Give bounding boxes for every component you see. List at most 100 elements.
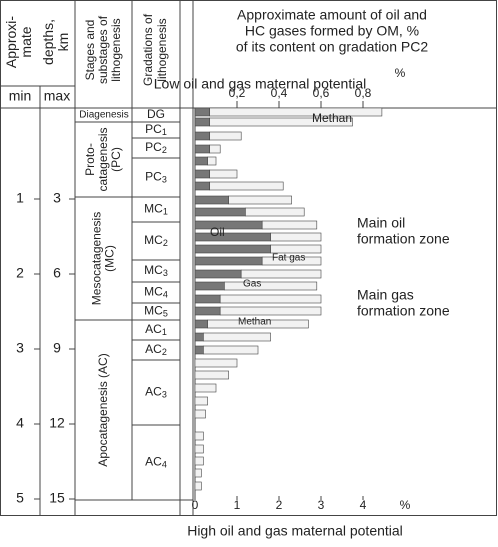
- top-tick-label: 0,6: [313, 86, 330, 100]
- gradation-label: DG: [147, 107, 165, 121]
- gas-bar: [194, 444, 204, 454]
- oil-bar: [194, 345, 204, 355]
- stage-label: Mesocatagenesis: [90, 212, 104, 305]
- oil-bar: [194, 244, 271, 254]
- top-axis-label: Low oil and gas maternal potential: [154, 76, 366, 92]
- stage-label: catagenesis: [96, 127, 110, 191]
- gas-bar: [207, 156, 217, 166]
- bottom-unit: %: [400, 498, 411, 512]
- annotation: Oil: [210, 225, 225, 239]
- depth-min-label: 2: [16, 265, 24, 281]
- gas-bar: [209, 117, 353, 127]
- gradation-label: MC2: [144, 233, 168, 248]
- oil-bar: [194, 156, 208, 166]
- gradation-label: AC3: [145, 385, 167, 400]
- oil-bar: [194, 306, 221, 316]
- min-header: min: [9, 88, 32, 104]
- gradation-label: PC3: [145, 170, 167, 185]
- bottom-tick-label: 1: [234, 498, 241, 512]
- stage-label: (MC): [103, 245, 117, 272]
- bottom-tick-label: 3: [318, 498, 325, 512]
- gradation-name: MC: [144, 233, 163, 247]
- gradation-index: 5: [163, 309, 168, 319]
- depth-header: km: [55, 33, 71, 52]
- stages-header: Stages and: [83, 20, 97, 81]
- annotation: Fat gas: [272, 253, 305, 264]
- gradation-name: MC: [144, 304, 163, 318]
- depth-min-label: 4: [16, 415, 24, 431]
- gas-bar: [194, 409, 206, 419]
- gradation-index: 1: [162, 127, 167, 137]
- oil-bar: [194, 332, 204, 342]
- gradation-index: 1: [163, 207, 168, 217]
- oil-bar: [194, 294, 221, 304]
- depth-max-label: 9: [53, 340, 61, 356]
- gradation-index: 4: [162, 460, 167, 470]
- zone-label: formation zone: [357, 231, 450, 247]
- top-tick-label: 0,2: [229, 86, 246, 100]
- depth-header: Approxi-: [3, 16, 19, 68]
- zone-label: formation zone: [357, 303, 450, 319]
- gradation-label: AC2: [145, 342, 167, 357]
- depth-max-label: 6: [53, 265, 61, 281]
- gas-bar: [194, 456, 204, 466]
- gas-bar: [203, 345, 259, 355]
- bottom-tick-label: 0: [192, 498, 199, 512]
- gas-bar: [194, 383, 217, 393]
- stages-header: lithogenesis: [109, 18, 123, 81]
- bottom-tick-label: 2: [276, 498, 283, 512]
- gas-bar: [203, 332, 271, 342]
- gradation-name: MC: [144, 202, 163, 216]
- gas-bar: [270, 232, 322, 242]
- gas-bar: [224, 281, 318, 291]
- gradation-index: 2: [162, 145, 167, 155]
- oil-bar: [194, 319, 208, 329]
- oil-bar: [194, 256, 263, 266]
- gas-bar: [261, 220, 318, 230]
- gradation-label: PC2: [145, 140, 167, 155]
- bottom-axis-label: High oil and gas maternal potential: [187, 523, 403, 539]
- depth-max-label: 3: [53, 190, 61, 206]
- gradation-label: AC1: [145, 322, 167, 337]
- oil-bar: [194, 269, 242, 279]
- gas-bar: [194, 370, 229, 380]
- oil-bar: [194, 207, 246, 217]
- gradation-name: AC: [145, 322, 162, 336]
- gradation-name: MC: [144, 263, 163, 277]
- gas-bar: [245, 207, 305, 217]
- gradation-index: 3: [162, 175, 167, 185]
- gradation-index: 4: [163, 290, 168, 300]
- oil-bar: [194, 169, 210, 179]
- zone-label: Main gas: [357, 287, 414, 303]
- title: Approximate amount of oil and: [237, 7, 427, 23]
- gradation-name: DG: [147, 107, 165, 121]
- title: HC gases formed by OM, %: [245, 23, 419, 39]
- depth-min-label: 1: [16, 190, 24, 206]
- gas-bar: [228, 195, 292, 205]
- gradation-index: 3: [162, 390, 167, 400]
- gradation-index: 2: [163, 238, 168, 248]
- annotation: Methan: [312, 111, 352, 125]
- gradation-label: PC1: [145, 122, 167, 137]
- oil-bar: [194, 181, 210, 191]
- depth-header: depths,: [40, 19, 56, 65]
- gas-bar: [209, 181, 284, 191]
- depth-max-label: 12: [49, 415, 65, 431]
- gas-bar: [194, 396, 208, 406]
- gradation-name: PC: [145, 122, 162, 136]
- gradations-header: Gradations of: [141, 13, 155, 86]
- max-header: max: [44, 88, 70, 104]
- gradation-label: MC1: [144, 202, 168, 217]
- gradation-name: PC: [145, 170, 162, 184]
- oil-bar: [194, 220, 263, 230]
- gas-bar: [194, 468, 202, 478]
- stage-label: Diagenesis: [79, 110, 128, 121]
- gradation-name: MC: [144, 285, 163, 299]
- oil-bar: [194, 117, 210, 127]
- gradation-index: 2: [162, 347, 167, 357]
- zone-label: Main oil: [357, 215, 405, 231]
- gas-bar: [219, 306, 322, 316]
- stages-header: substages of: [96, 15, 110, 84]
- top-tick-label: 0,4: [271, 86, 288, 100]
- annotation: Methan: [238, 317, 271, 328]
